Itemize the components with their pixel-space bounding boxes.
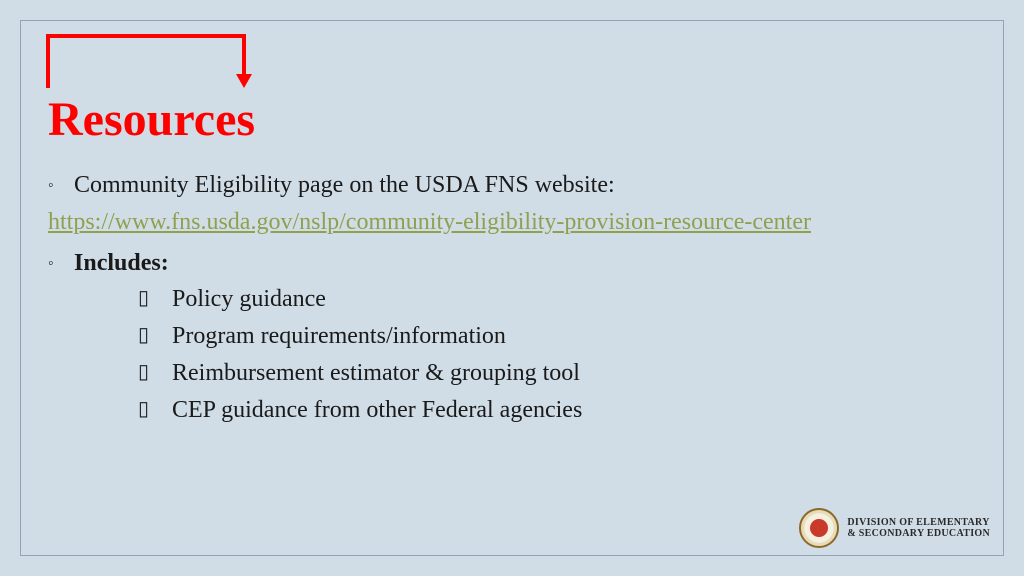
logo-line2: & SECONDARY EDUCATION: [847, 528, 990, 539]
content-area: ◦ Community Eligibility page on the USDA…: [48, 168, 976, 430]
footer-logo: DIVISION OF ELEMENTARY & SECONDARY EDUCA…: [799, 508, 990, 548]
bullet-marker: ◦: [48, 168, 74, 197]
bullet-item-1: ◦ Community Eligibility page on the USDA…: [48, 168, 976, 203]
sub-item: ▯ Reimbursement estimator & grouping too…: [138, 356, 976, 391]
sub-item: ▯ Policy guidance: [138, 282, 976, 317]
sub-item-text: Reimbursement estimator & grouping tool: [172, 356, 580, 391]
sub-list: ▯ Policy guidance ▯ Program requirements…: [138, 282, 976, 427]
includes-label: Includes:: [74, 246, 169, 281]
bullet-item-2: ◦ Includes:: [48, 246, 976, 281]
sub-item: ▯ CEP guidance from other Federal agenci…: [138, 393, 976, 428]
sub-item-text: CEP guidance from other Federal agencies: [172, 393, 582, 428]
bullet-text: Community Eligibility page on the USDA F…: [74, 168, 615, 203]
logo-text: DIVISION OF ELEMENTARY & SECONDARY EDUCA…: [847, 517, 990, 539]
resource-link[interactable]: https://www.fns.usda.gov/nslp/community-…: [48, 209, 811, 235]
bullet-marker: ◦: [48, 246, 74, 275]
resource-link-line: https://www.fns.usda.gov/nslp/community-…: [48, 205, 976, 240]
logo-line1: DIVISION OF ELEMENTARY: [847, 517, 990, 528]
sub-item-text: Policy guidance: [172, 282, 326, 317]
title-arrow-decoration: [44, 30, 254, 100]
sub-item-text: Program requirements/information: [172, 319, 506, 354]
slide-title: Resources: [48, 92, 255, 147]
square-marker: ▯: [138, 393, 172, 424]
square-marker: ▯: [138, 319, 172, 350]
seal-icon: [799, 508, 839, 548]
square-marker: ▯: [138, 282, 172, 313]
sub-item: ▯ Program requirements/information: [138, 319, 976, 354]
square-marker: ▯: [138, 356, 172, 387]
